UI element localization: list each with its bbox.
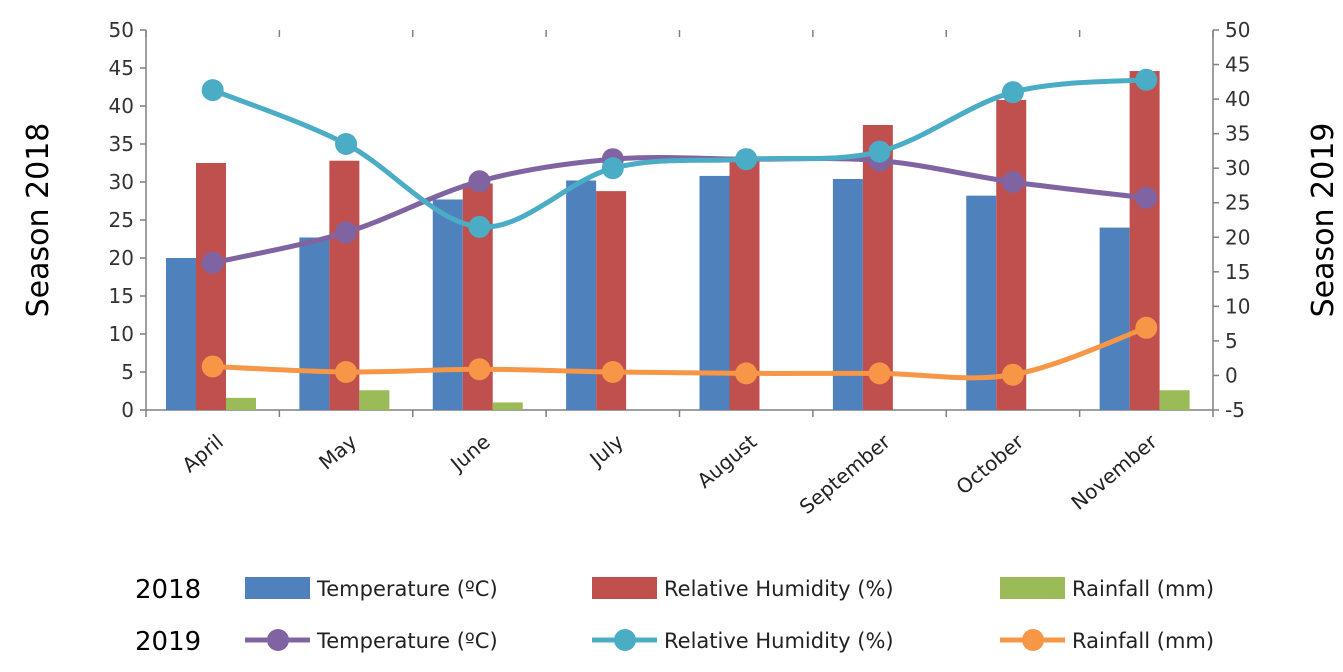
bar [966,195,997,410]
line-point [868,140,891,163]
x-tick-label: November [1066,429,1162,515]
line-point [735,148,758,171]
line-point [1001,171,1024,193]
right-tick-label: 30 [1225,156,1250,180]
bar [166,258,196,410]
legend-label: Rainfall (mm) [1072,629,1214,653]
left-tick-label: 25 [109,208,134,232]
legend-marker [1022,629,1044,651]
line-point [735,362,758,385]
legend-swatch [592,577,657,599]
left-tick-label: 40 [109,94,134,118]
line-point [201,79,224,102]
line-point [868,362,891,385]
line-point [1001,81,1024,104]
x-tick-label: May [314,429,361,474]
legend-label: Relative Humidity (%) [664,629,894,653]
left-tick-label: 45 [109,56,134,80]
bar [996,99,1027,411]
x-tick-label: August [692,429,761,492]
left-tick-label: 35 [109,132,134,156]
line-point [1135,68,1158,91]
legend-swatch [245,577,310,599]
line-point [335,361,358,383]
line-point [601,361,624,383]
left-tick-label: 30 [109,170,134,194]
line-point [335,221,358,244]
legend-label: Rainfall (mm) [1072,577,1214,601]
right-axis-title: Season 2019 [1306,123,1341,318]
series-line [212,325,1148,381]
bar [1099,227,1130,410]
x-tick-label: October [951,429,1028,499]
left-tick-label: 0 [121,398,134,422]
legend-swatch [1000,577,1065,599]
x-tick-label: June [444,429,494,477]
line-point [468,215,491,238]
bar [432,199,463,410]
legend-label: Temperature (ºC) [316,629,498,653]
right-tick-label: -5 [1225,398,1245,422]
series-line [211,77,1147,230]
left-tick-label: 10 [109,322,134,346]
left-tick-label: 20 [109,246,134,270]
right-tick-label: 50 [1225,18,1250,42]
x-tick-label: April [177,429,227,477]
legend-row-label: 2018 [135,575,201,605]
bar [1129,71,1160,410]
bar [1159,390,1190,410]
right-tick-label: 45 [1225,53,1250,77]
left-tick-label: 15 [109,284,134,308]
left-axis-title: Season 2018 [21,123,56,318]
legend-marker [267,629,289,651]
right-tick-label: 5 [1225,329,1238,353]
bar [299,237,330,410]
x-tick-label: September [795,429,896,519]
bar [492,402,523,410]
bar [359,390,390,410]
line-point [201,355,224,378]
series-line [212,155,1147,266]
right-tick-label: 0 [1225,363,1238,387]
right-tick-label: 20 [1225,225,1250,249]
right-tick-label: 40 [1225,87,1250,111]
legend-label: Temperature (ºC) [316,577,498,601]
bar [226,397,256,410]
right-tick-label: 25 [1225,191,1250,215]
line-point [601,157,624,180]
x-tick-label: July [584,429,629,472]
line-point [1001,363,1024,386]
legend-row-label: 2019 [135,627,201,657]
line-point [468,358,491,381]
right-tick-label: 15 [1225,260,1250,284]
legend-label: Relative Humidity (%) [664,577,894,601]
right-tick-label: 10 [1225,294,1250,318]
line-point [1135,186,1158,209]
right-tick-label: 35 [1225,122,1250,146]
left-tick-label: 5 [121,360,134,384]
bar [566,180,597,410]
bar [862,125,893,410]
line-point [468,170,491,193]
line-point [335,133,358,155]
line-point [201,251,224,274]
left-tick-label: 50 [109,18,134,42]
legend-marker [614,629,636,651]
line-point [1135,316,1158,339]
